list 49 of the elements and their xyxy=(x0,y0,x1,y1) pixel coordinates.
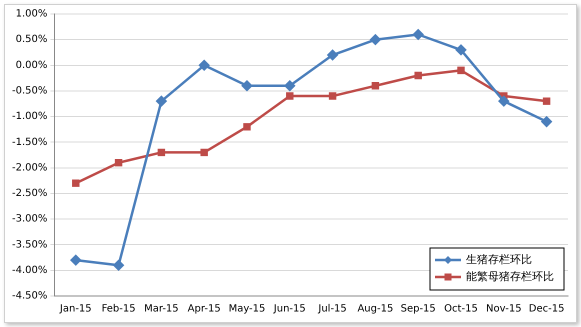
x-tick-label: Sep-15 xyxy=(400,304,436,315)
point xyxy=(412,29,424,40)
y-tick-label: -3.00% xyxy=(12,214,48,225)
point xyxy=(286,92,294,100)
point xyxy=(198,60,210,71)
x-tick-label: May-15 xyxy=(228,304,266,315)
x-tick-label: Aug-15 xyxy=(357,304,394,315)
x-tick-label: Mar-15 xyxy=(144,304,179,315)
x-tick-label: Jul-15 xyxy=(317,304,347,315)
point xyxy=(414,72,422,80)
point xyxy=(457,66,465,74)
point xyxy=(372,82,380,90)
point xyxy=(114,158,122,166)
x-tick-label: Nov-15 xyxy=(486,304,522,315)
point xyxy=(328,92,336,100)
y-tick-label: 0.00% xyxy=(16,60,48,71)
point xyxy=(200,148,208,156)
point xyxy=(284,80,296,92)
point xyxy=(158,148,166,156)
point xyxy=(541,116,552,127)
y-tick-label: -3.50% xyxy=(12,239,48,250)
y-tick-label: -4.00% xyxy=(12,264,48,276)
point xyxy=(70,254,82,266)
point xyxy=(72,179,80,187)
legend-label: 生猪存栏环比 xyxy=(466,252,532,266)
y-tick-label: -1.00% xyxy=(12,111,48,122)
point xyxy=(498,96,510,106)
y-tick-label: 0.50% xyxy=(16,34,48,46)
x-tick-label: Feb-15 xyxy=(102,304,136,315)
y-tick-label: -2.50% xyxy=(12,188,48,200)
y-tick-label: -2.00% xyxy=(12,162,48,174)
x-tick-label: Oct-15 xyxy=(444,304,478,315)
x-tick-label: Jan-15 xyxy=(58,304,92,315)
point xyxy=(542,97,550,105)
point xyxy=(456,44,466,56)
legend-label: 能繁母猪存栏环比 xyxy=(466,270,554,283)
x-tick-label: Jun-15 xyxy=(272,304,306,315)
x-tick-label: Dec-15 xyxy=(528,304,564,315)
point xyxy=(242,80,252,92)
point xyxy=(113,260,124,270)
y-tick-label: -0.50% xyxy=(12,86,48,97)
x-tick-label: Apr-15 xyxy=(188,304,221,315)
y-tick-label: 1.00% xyxy=(16,8,48,20)
point xyxy=(327,50,338,60)
point xyxy=(370,34,381,45)
point xyxy=(243,123,251,131)
y-tick-label: -4.50% xyxy=(12,290,48,302)
point xyxy=(156,96,167,106)
y-tick-label: -1.50% xyxy=(12,136,48,148)
